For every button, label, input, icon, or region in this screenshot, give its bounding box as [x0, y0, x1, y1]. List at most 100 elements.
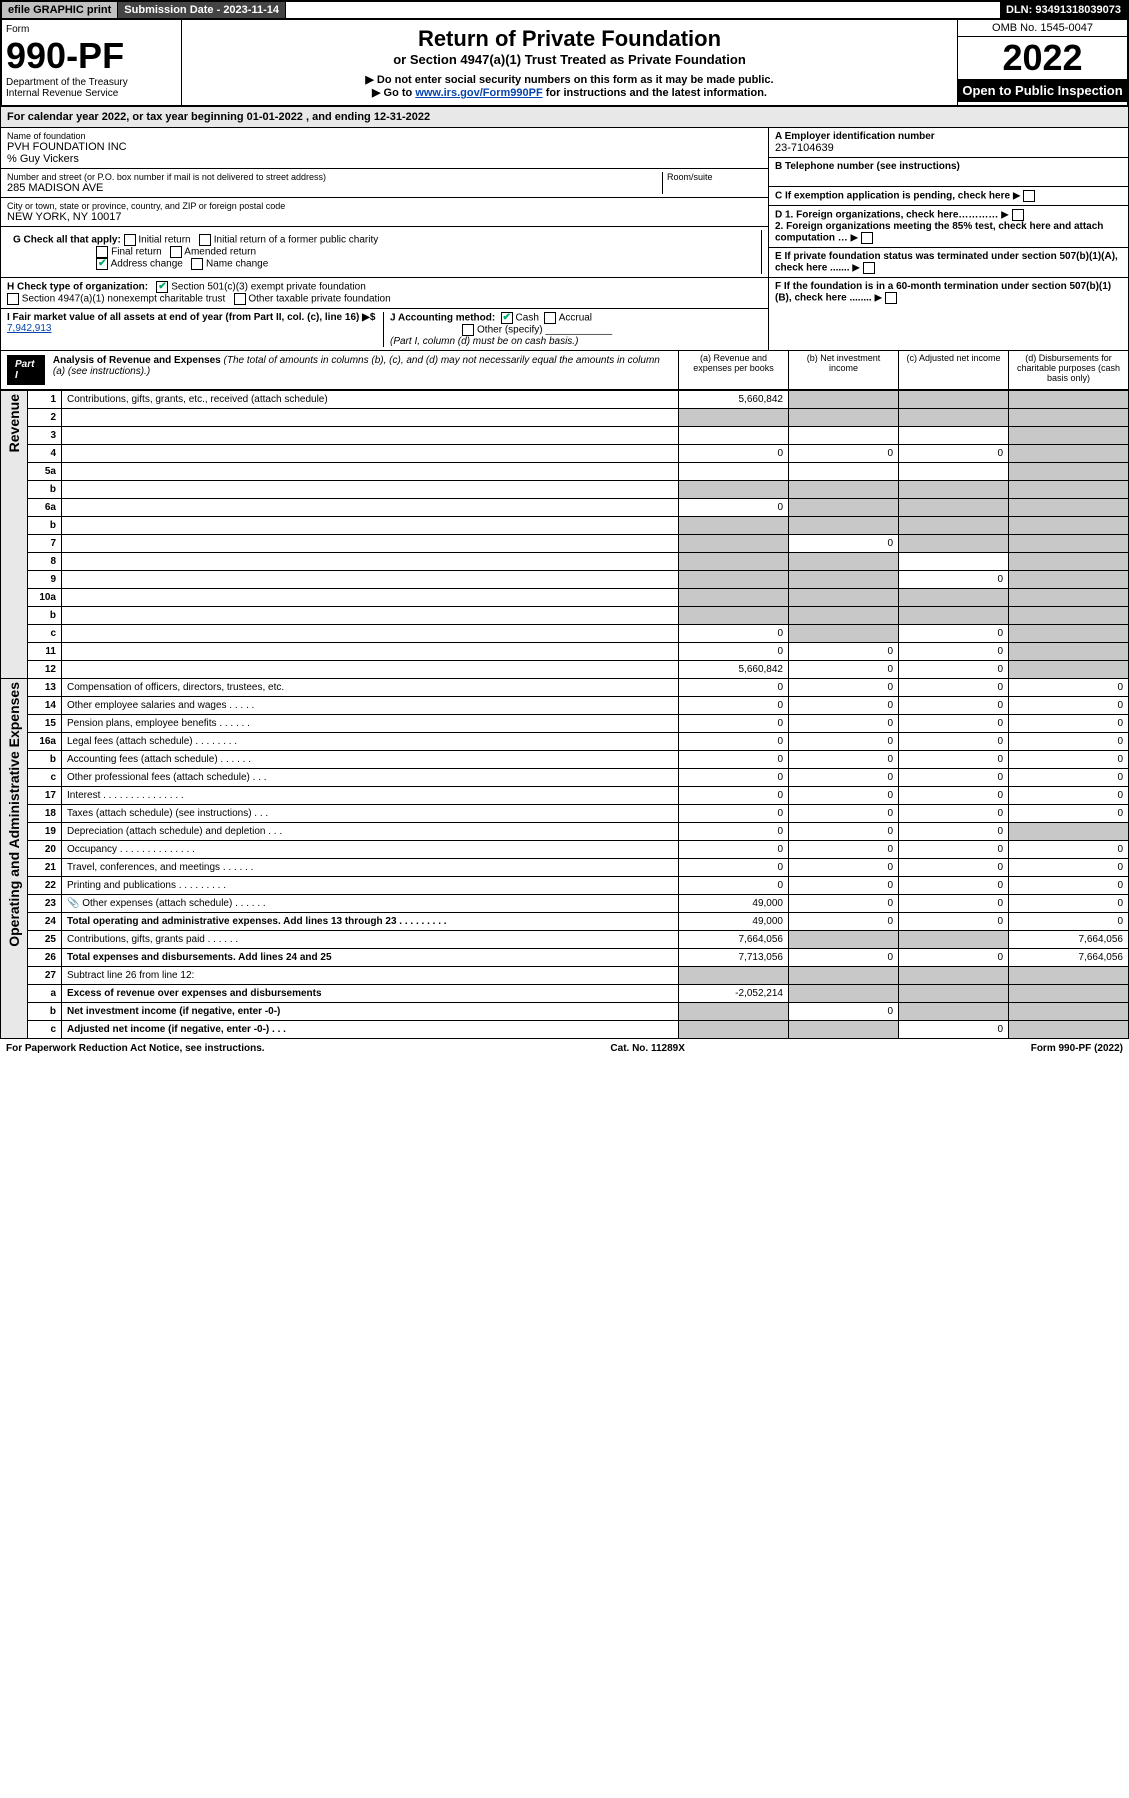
cell-a	[679, 571, 789, 589]
cell-d	[1009, 571, 1129, 589]
j-cash: Cash	[516, 313, 539, 324]
cell-c: 0	[899, 679, 1009, 697]
table-row: b	[1, 517, 1129, 535]
cell-a: 0	[679, 643, 789, 661]
line-number: 2	[28, 409, 62, 427]
instructions-link[interactable]: www.irs.gov/Form990PF	[415, 87, 542, 99]
cell-b	[789, 481, 899, 499]
d1-checkbox[interactable]	[1012, 209, 1024, 221]
line-number: b	[28, 481, 62, 499]
name-change-checkbox[interactable]	[191, 258, 203, 270]
ein-label: A Employer identification number	[775, 131, 1122, 142]
table-row: 16aLegal fees (attach schedule) . . . . …	[1, 733, 1129, 751]
cell-c	[899, 607, 1009, 625]
cell-c	[899, 409, 1009, 427]
initial-return-checkbox[interactable]	[124, 234, 136, 246]
table-row: 21Travel, conferences, and meetings . . …	[1, 859, 1129, 877]
line-number: 9	[28, 571, 62, 589]
other-taxable-checkbox[interactable]	[234, 293, 246, 305]
col-d-header: (d) Disbursements for charitable purpose…	[1008, 351, 1128, 389]
g-amended: Amended return	[184, 247, 256, 258]
table-row: 2	[1, 409, 1129, 427]
cash-checkbox[interactable]	[501, 312, 513, 324]
f-checkbox[interactable]	[885, 292, 897, 304]
final-return-checkbox[interactable]	[96, 246, 108, 258]
line-desc	[62, 463, 679, 481]
cell-d: 0	[1009, 679, 1129, 697]
table-row: 23📎 Other expenses (attach schedule) . .…	[1, 895, 1129, 913]
omb-number: OMB No. 1545-0047	[958, 20, 1127, 37]
g-label: G Check all that apply:	[13, 235, 121, 246]
cell-d	[1009, 1021, 1129, 1039]
line-desc: Depreciation (attach schedule) and deple…	[62, 823, 679, 841]
h-other: Other taxable private foundation	[248, 294, 390, 305]
line-number: 16a	[28, 733, 62, 751]
line-number: 21	[28, 859, 62, 877]
line-desc	[62, 427, 679, 445]
efile-label[interactable]: efile GRAPHIC print	[2, 2, 118, 18]
cell-b	[789, 463, 899, 481]
cell-a: -2,052,214	[679, 985, 789, 1003]
line-number: 7	[28, 535, 62, 553]
cell-d	[1009, 589, 1129, 607]
open-public-label: Open to Public Inspection	[958, 79, 1127, 102]
line-number: 18	[28, 805, 62, 823]
cell-d	[1009, 445, 1129, 463]
other-method-checkbox[interactable]	[462, 324, 474, 336]
h-trust: Section 4947(a)(1) nonexempt charitable …	[22, 294, 225, 305]
amended-return-checkbox[interactable]	[170, 246, 182, 258]
table-row: 17Interest . . . . . . . . . . . . . . .…	[1, 787, 1129, 805]
cal-begin: 01-01-2022	[247, 111, 303, 123]
cell-b: 0	[789, 913, 899, 931]
care-of: % Guy Vickers	[7, 153, 762, 165]
cell-a: 0	[679, 499, 789, 517]
cell-b	[789, 427, 899, 445]
line-number: 27	[28, 967, 62, 985]
table-row: 5a	[1, 463, 1129, 481]
cell-c: 0	[899, 895, 1009, 913]
d2-checkbox[interactable]	[861, 232, 873, 244]
cell-b	[789, 499, 899, 517]
line-desc: Taxes (attach schedule) (see instruction…	[62, 805, 679, 823]
part1-header-row: Part I Analysis of Revenue and Expenses …	[0, 351, 1129, 390]
calendar-year-row: For calendar year 2022, or tax year begi…	[0, 107, 1129, 128]
cell-b: 0	[789, 895, 899, 913]
table-row: cAdjusted net income (if negative, enter…	[1, 1021, 1129, 1039]
line-desc: Net investment income (if negative, ente…	[62, 1003, 679, 1021]
cell-a: 7,713,056	[679, 949, 789, 967]
cell-d	[1009, 427, 1129, 445]
cell-d: 0	[1009, 769, 1129, 787]
501c3-checkbox[interactable]	[156, 281, 168, 293]
address-change-checkbox[interactable]	[96, 258, 108, 270]
cell-b	[789, 553, 899, 571]
cell-b	[789, 517, 899, 535]
c-checkbox[interactable]	[1023, 190, 1035, 202]
line-desc: Printing and publications . . . . . . . …	[62, 877, 679, 895]
cell-a: 49,000	[679, 895, 789, 913]
initial-former-checkbox[interactable]	[199, 234, 211, 246]
cell-a	[679, 607, 789, 625]
cell-c	[899, 1003, 1009, 1021]
line-number: b	[28, 1003, 62, 1021]
line-desc: Occupancy . . . . . . . . . . . . . .	[62, 841, 679, 859]
4947-checkbox[interactable]	[7, 293, 19, 305]
address: 285 MADISON AVE	[7, 182, 662, 194]
line-number: b	[28, 751, 62, 769]
line-desc: Adjusted net income (if negative, enter …	[62, 1021, 679, 1039]
accrual-checkbox[interactable]	[544, 312, 556, 324]
cell-c	[899, 517, 1009, 535]
cell-c	[899, 499, 1009, 517]
cell-a: 49,000	[679, 913, 789, 931]
form-number: 990-PF	[6, 35, 177, 77]
cell-d	[1009, 1003, 1129, 1021]
line-number: 10a	[28, 589, 62, 607]
e-checkbox[interactable]	[863, 262, 875, 274]
cell-d	[1009, 391, 1129, 409]
attachment-icon[interactable]: 📎	[67, 898, 79, 909]
addr-label: Number and street (or P.O. box number if…	[7, 172, 662, 182]
d2-label: 2. Foreign organizations meeting the 85%…	[775, 221, 1103, 244]
fmv-value[interactable]: 7,942,913	[7, 323, 52, 334]
line-desc	[62, 643, 679, 661]
line-desc	[62, 499, 679, 517]
cell-a: 5,660,842	[679, 391, 789, 409]
